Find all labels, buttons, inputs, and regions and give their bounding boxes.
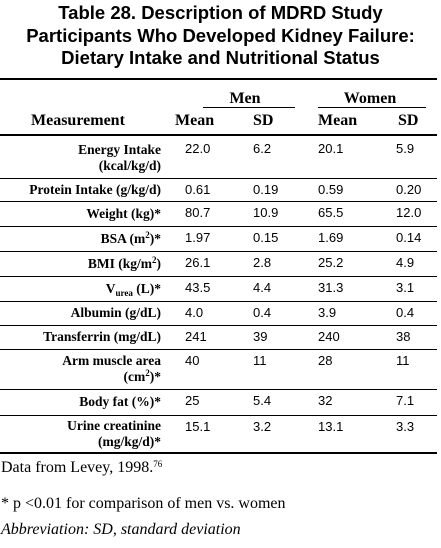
men-group-header: Men	[229, 90, 261, 107]
women-group-rule	[318, 107, 426, 108]
men-sd-cell: 10.9	[239, 201, 308, 227]
women-mean-cell: 3.9	[308, 301, 368, 326]
table-row-bmi: BMI (kg/m2) 26.1 2.8 25.2 4.9	[0, 251, 437, 277]
women-mean-cell: 32	[308, 389, 368, 416]
women-sd-cell: 0.14	[368, 226, 437, 252]
women-sd-cell: 3.3	[368, 415, 437, 454]
men-sd-cell: 39	[239, 325, 308, 350]
table-row-arm-muscle-area: Arm muscle area (cm2)* 40 11 28 11	[0, 349, 437, 390]
women-sd-cell: 4.9	[368, 251, 437, 277]
measurement-column-header: Measurement	[31, 112, 125, 129]
table-row-vurea: Vurea (L)* 43.5 4.4 31.3 3.1	[0, 276, 437, 302]
row-label: BMI (kg/m2)	[0, 251, 171, 277]
men-sd-header: SD	[253, 112, 274, 129]
women-mean-cell: 31.3	[308, 276, 368, 302]
women-sd-cell: 12.0	[368, 201, 437, 227]
men-sd-cell: 6.2	[239, 138, 308, 179]
men-sd-cell: 3.2	[239, 415, 308, 454]
table-row-body-fat: Body fat (%)* 25 5.4 32 7.1	[0, 389, 437, 416]
women-mean-cell: 1.69	[308, 226, 368, 252]
title-line-2: Participants Who Developed Kidney Failur…	[26, 24, 415, 46]
women-mean-cell: 240	[308, 325, 368, 350]
women-sd-cell: 7.1	[368, 389, 437, 416]
table-row-urine-creatinine: Urine creatinine (mg/kg/d)* 15.1 3.2 13.1…	[0, 415, 437, 454]
men-mean-cell: 43.5	[171, 276, 239, 302]
women-group-header: Women	[343, 90, 397, 107]
men-mean-cell: 22.0	[171, 138, 239, 179]
significance-note: * p <0.01 for comparison of men vs. wome…	[1, 495, 286, 512]
men-mean-cell: 1.97	[171, 226, 239, 252]
row-label: Weight (kg)*	[0, 201, 171, 227]
men-sd-cell: 0.4	[239, 301, 308, 326]
row-label: Vurea (L)*	[0, 276, 171, 302]
men-sd-cell: 0.15	[239, 226, 308, 252]
women-mean-cell: 25.2	[308, 251, 368, 277]
data-table: Energy Intake (kcal/kg/d) 22.0 6.2 20.1 5…	[0, 138, 437, 454]
women-mean-cell: 28	[308, 349, 368, 390]
men-mean-cell: 0.61	[171, 178, 239, 202]
men-mean-cell: 15.1	[171, 415, 239, 454]
men-group-rule	[203, 107, 295, 108]
men-sd-cell: 4.4	[239, 276, 308, 302]
men-mean-cell: 25	[171, 389, 239, 416]
table-row-protein-intake: Protein Intake (g/kg/d) 0.61 0.19 0.59 0…	[0, 178, 437, 202]
men-sd-cell: 2.8	[239, 251, 308, 277]
women-sd-cell: 11	[368, 349, 437, 390]
table-row-energy-intake: Energy Intake (kcal/kg/d) 22.0 6.2 20.1 5…	[0, 138, 437, 179]
row-label: Arm muscle area (cm2)*	[0, 349, 171, 390]
men-mean-cell: 80.7	[171, 201, 239, 227]
row-label: Urine creatinine (mg/kg/d)*	[0, 415, 171, 454]
men-mean-cell: 241	[171, 325, 239, 350]
women-sd-cell: 5.9	[368, 138, 437, 179]
men-mean-cell: 4.0	[171, 301, 239, 326]
row-label: Albumin (g/dL)	[0, 301, 171, 326]
men-mean-cell: 26.1	[171, 251, 239, 277]
table-title: Table 28. Description of MDRD Study Part…	[0, 2, 441, 70]
table-row-transferrin: Transferrin (mg/dL) 241 39 240 38	[0, 325, 437, 350]
table-row-albumin: Albumin (g/dL) 4.0 0.4 3.9 0.4	[0, 301, 437, 326]
source-note: Data from Levey, 1998.76	[1, 459, 163, 476]
row-label: BSA (m2)*	[0, 226, 171, 252]
row-label: Body fat (%)*	[0, 389, 171, 416]
men-sd-cell: 0.19	[239, 178, 308, 202]
row-label: Protein Intake (g/kg/d)	[0, 178, 171, 202]
men-sd-cell: 11	[239, 349, 308, 390]
women-mean-cell: 13.1	[308, 415, 368, 454]
women-mean-cell: 0.59	[308, 178, 368, 202]
row-label: Transferrin (mg/dL)	[0, 325, 171, 350]
women-mean-header: Mean	[318, 112, 358, 129]
abbreviation-note: Abbreviation: SD, standard deviation	[1, 521, 241, 538]
table-row-bsa: BSA (m2)* 1.97 0.15 1.69 0.14	[0, 226, 437, 252]
men-mean-header: Mean	[175, 112, 215, 129]
women-mean-cell: 20.1	[308, 138, 368, 179]
women-sd-cell: 0.4	[368, 301, 437, 326]
top-rule	[0, 78, 437, 80]
women-sd-cell: 38	[368, 325, 437, 350]
row-label: Energy Intake (kcal/kg/d)	[0, 138, 171, 179]
table-row-weight: Weight (kg)* 80.7 10.9 65.5 12.0	[0, 201, 437, 227]
women-mean-cell: 65.5	[308, 201, 368, 227]
women-sd-cell: 0.20	[368, 178, 437, 202]
men-mean-cell: 40	[171, 349, 239, 390]
men-sd-cell: 5.4	[239, 389, 308, 416]
women-sd-cell: 3.1	[368, 276, 437, 302]
title-line-1: Table 28. Description of MDRD Study	[58, 2, 383, 23]
title-line-3: Dietary Intake and Nutritional Status	[61, 47, 380, 68]
women-sd-header: SD	[398, 112, 419, 129]
header-rule	[0, 134, 437, 136]
